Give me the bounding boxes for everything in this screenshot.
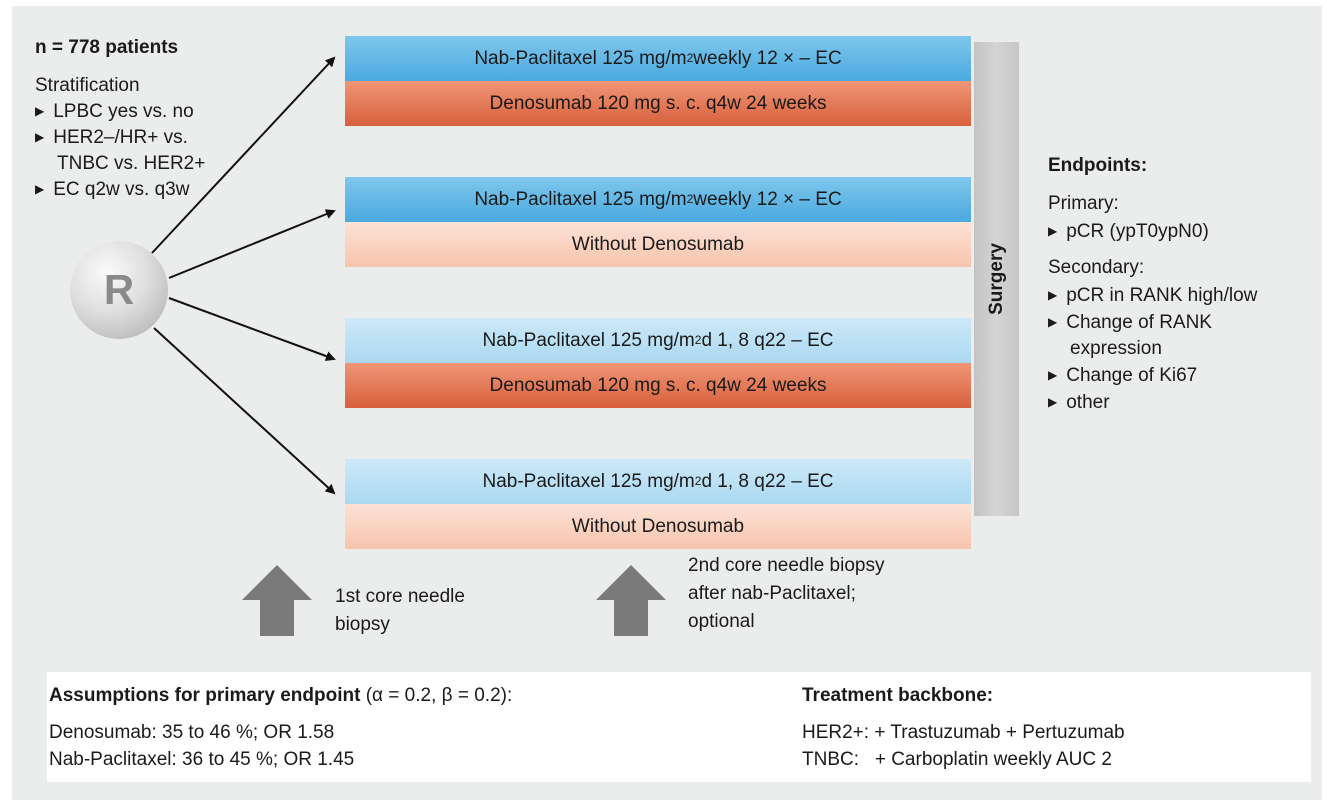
secondary-item: ▶ other: [1048, 392, 1110, 413]
bullet-triangle-icon: ▶: [35, 182, 45, 196]
bullet-triangle-icon: ▶: [35, 130, 45, 144]
bullet-triangle-icon: ▶: [1048, 315, 1058, 329]
stratification-item: ▶ HER2–/HR+ vs.: [35, 127, 188, 148]
secondary-label: Secondary:: [1048, 257, 1145, 278]
assumption-line: Nab-Paclitaxel: 36 to 45 %; OR 1.45: [49, 749, 355, 770]
backbone-title: Treatment backbone:: [802, 685, 994, 706]
arrow-to-arm-4: [153, 327, 336, 495]
assumptions-box: Assumptions for primary endpoint (α = 0.…: [47, 672, 1311, 782]
arrow-to-arm-3: [168, 297, 336, 361]
diagram-canvas: n = 778 patients Stratification ▶ LPBC ye…: [12, 6, 1322, 800]
randomization-circle: R: [70, 241, 168, 339]
arm-3-denosumab-bar: Denosumab 120 mg s. c. q4w 24 weeks: [345, 363, 971, 408]
stratification-item: ▶ EC q2w vs. q3w: [35, 179, 190, 200]
arm-4-chemo-bar: Nab-Paclitaxel 125 mg/m 2 d 1, 8 q22 – EC: [345, 459, 971, 504]
arrow-to-arm-2: [168, 209, 336, 279]
biopsy-2-line: after nab-Paclitaxel;: [688, 583, 856, 604]
randomization-label: R: [103, 266, 135, 313]
primary-label: Primary:: [1048, 193, 1119, 214]
biopsy-2-line: optional: [688, 611, 755, 632]
stratification-item: ▶ LPBC yes vs. no: [35, 101, 194, 122]
arm-2-chemo-bar: Nab-Paclitaxel 125 mg/m 2 weekly 12 × – E…: [345, 177, 971, 222]
secondary-item: ▶ pCR in RANK high/low: [1048, 285, 1258, 306]
bullet-triangle-icon: ▶: [35, 104, 45, 118]
backbone-line: TNBC: + Carboplatin weekly AUC 2: [802, 749, 1112, 770]
backbone-line: HER2+: + Trastuzumab + Pertuzumab: [802, 722, 1125, 743]
bullet-triangle-icon: ▶: [1048, 368, 1058, 382]
biopsy-2-up-arrow: [596, 565, 666, 636]
bullet-triangle-icon: ▶: [1048, 224, 1058, 238]
biopsy-1-up-arrow: [242, 565, 312, 636]
secondary-item: ▶ Change of Ki67: [1048, 365, 1198, 386]
biopsy-1-line: biopsy: [335, 614, 390, 635]
patient-count: n = 778 patients: [35, 37, 179, 58]
assumption-line: Denosumab: 35 to 46 %; OR 1.58: [49, 722, 335, 743]
arm-1-chemo-bar: Nab-Paclitaxel 125 mg/m 2 weekly 12 × – E…: [345, 36, 971, 81]
arm-3-chemo-bar: Nab-Paclitaxel 125 mg/m 2 d 1, 8 q22 – EC: [345, 318, 971, 363]
secondary-item: ▶ Change of RANK: [1048, 312, 1212, 333]
surgery-label: Surgery: [985, 243, 1007, 315]
biopsy-2-line: 2nd core needle biopsy: [688, 555, 885, 576]
arrow-layer: [151, 56, 666, 636]
biopsy-1-line: 1st core needle: [335, 586, 465, 607]
bullet-triangle-icon: ▶: [1048, 395, 1058, 409]
assumptions-heading: Assumptions for primary endpoint (α = 0.…: [49, 685, 513, 706]
arm-4-denosumab-bar: Without Denosumab: [345, 504, 971, 549]
arm-2-denosumab-bar: Without Denosumab: [345, 222, 971, 267]
endpoints-title: Endpoints:: [1048, 155, 1148, 176]
arm-1-denosumab-bar: Denosumab 120 mg s. c. q4w 24 weeks: [345, 81, 971, 126]
secondary-item-continued: expression: [1070, 338, 1162, 359]
stratification-item-continued: TNBC vs. HER2+: [57, 153, 206, 174]
stratification-title: Stratification: [35, 75, 140, 96]
arrow-to-arm-1: [151, 56, 336, 254]
bullet-triangle-icon: ▶: [1048, 288, 1058, 302]
primary-item: ▶ pCR (ypT0ypN0): [1048, 221, 1209, 242]
surgery-bar: Surgery: [974, 42, 1019, 516]
